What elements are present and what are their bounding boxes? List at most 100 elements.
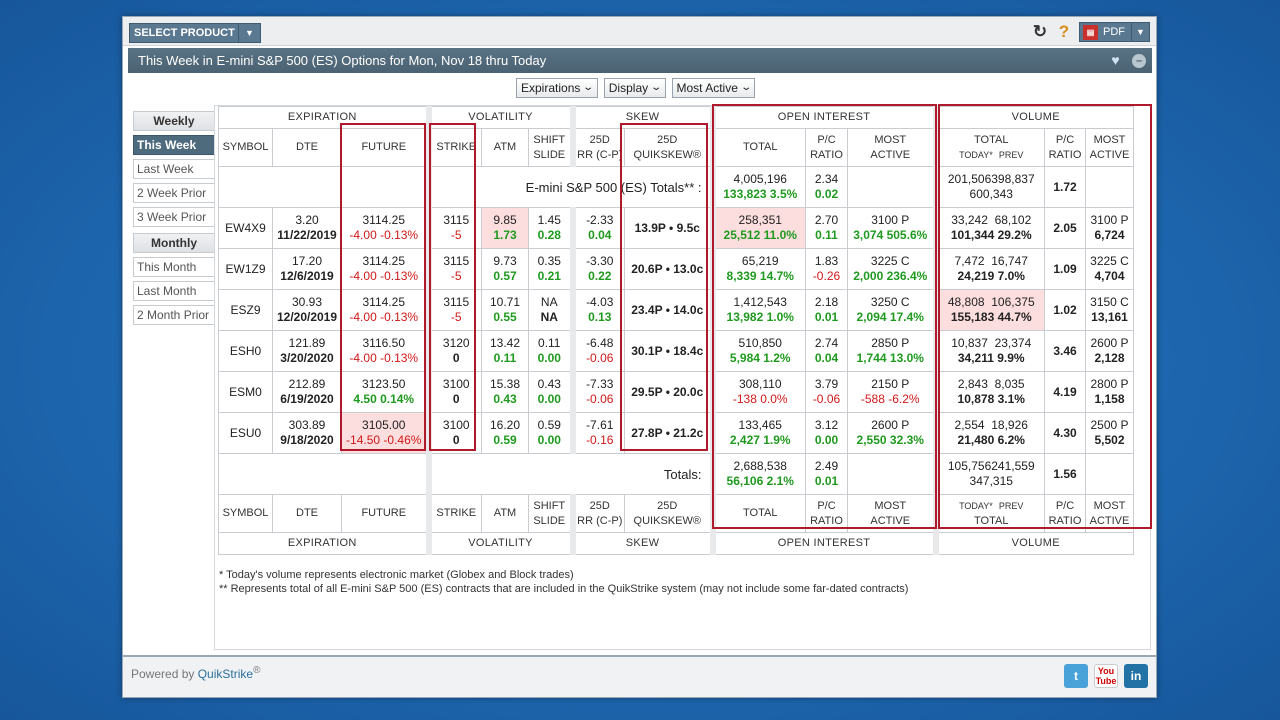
vol-total: 10,878 3.1% xyxy=(957,392,1025,406)
oi-pc-value: 3.12 xyxy=(814,418,839,432)
foot-vma-line1: MOST xyxy=(1093,499,1126,512)
col-oi-total[interactable]: TOTAL xyxy=(709,128,806,167)
cell-oi-most-active: 2850 P 1,744 13.0% xyxy=(847,330,936,372)
oi-pc-change: 0.04 xyxy=(814,351,839,365)
foot-vol-total: TODAY* PREV TOTAL xyxy=(932,494,1045,533)
sidebar-item-last-month[interactable]: Last Month xyxy=(133,281,215,301)
cell-oi-pc: 3.79 -0.06 xyxy=(805,371,848,413)
foot-vol-pc: P/C RATIO xyxy=(1044,494,1086,533)
vol-total: 34,211 9.9% xyxy=(957,351,1025,365)
oi-value: 308,110 xyxy=(739,377,782,391)
col-oi-most-active[interactable]: MOST ACTIVE xyxy=(847,128,936,167)
group-skew: SKEW xyxy=(569,106,713,129)
col-quikskew[interactable]: 25D QUIKSKEW® xyxy=(624,128,713,167)
col-shift-slide[interactable]: SHIFT SLIDE xyxy=(528,128,573,167)
cell-dte: 121.89 3/20/2020 xyxy=(272,330,342,372)
chevron-down-icon[interactable]: ▼ xyxy=(1131,23,1149,41)
cell-vol-most-active: 2600 P 2,128 xyxy=(1085,330,1134,372)
page-title-bar: This Week in E-mini S&P 500 (ES) Options… xyxy=(128,48,1152,73)
rr-change: -0.06 xyxy=(586,351,614,365)
cell-oi-pc: 3.12 0.00 xyxy=(805,412,848,454)
col-vol-pc-ratio[interactable]: P/C RATIO xyxy=(1044,128,1086,167)
foot-rr-line2: RR (C-P) xyxy=(577,514,623,527)
refresh-icon[interactable]: ↻ xyxy=(1032,22,1048,41)
pdf-button[interactable]: ▤ PDF ▼ xyxy=(1079,22,1150,42)
sidebar-item-3-week-prior[interactable]: 3 Week Prior xyxy=(133,207,215,227)
es-oi-change: 133,823 3.5% xyxy=(723,187,798,201)
twitter-icon[interactable]: t xyxy=(1064,664,1088,688)
quikstrike-link[interactable]: QuikStrike xyxy=(197,667,254,681)
col-strike[interactable]: STRIKE xyxy=(425,128,482,167)
help-icon[interactable]: ? xyxy=(1058,22,1070,41)
col-25d-rr[interactable]: 25D RR (C-P) xyxy=(569,128,625,167)
expiration-date: 12/20/2019 xyxy=(276,310,338,324)
oi-change: 8,339 14.7% xyxy=(726,269,794,283)
col-ma-line2: ACTIVE xyxy=(870,148,911,161)
oi-pc-change: -0.26 xyxy=(812,269,841,283)
shift-change: 0.00 xyxy=(537,351,561,365)
col-vol-total[interactable]: TOTAL TODAY* PREV xyxy=(932,128,1045,167)
cell-oi-total: 510,850 5,984 1.2% xyxy=(709,330,806,372)
options-summary-table: EXPIRATION VOLATILITY SKEW OPEN INTEREST… xyxy=(218,106,1134,555)
foot-oi-most-active: MOST ACTIVE xyxy=(847,494,936,533)
vol-today: 2,843 xyxy=(957,377,988,391)
vol-pc-value: 1.02 xyxy=(1053,302,1077,317)
shift-value: NA xyxy=(540,295,558,309)
vol-most-active-count: 2,128 xyxy=(1094,351,1125,365)
totals-oi-pc-value: 2.49 xyxy=(814,459,839,473)
strike-value: 3100 xyxy=(442,418,470,432)
select-product-dropdown[interactable]: SELECT PRODUCT ▼ xyxy=(129,23,261,43)
col-vol-most-active[interactable]: MOST ACTIVE xyxy=(1085,128,1134,167)
cell-vol-pc: 1.02 xyxy=(1044,289,1086,331)
cell-atm: 10.71 0.55 xyxy=(481,289,529,331)
strike-value: 3115 xyxy=(443,254,470,268)
display-dropdown[interactable]: Display ⌄ xyxy=(603,78,666,98)
collapse-icon[interactable]: – xyxy=(1132,53,1146,68)
sidebar-item-2-month-prior[interactable]: 2 Month Prior xyxy=(133,305,215,325)
cell-oi-most-active: 3100 P 3,074 505.6% xyxy=(847,207,936,249)
expiration-date: 9/18/2020 xyxy=(280,433,334,447)
cell-symbol: ESM0 xyxy=(218,371,273,413)
totals-vol-total: 347,315 xyxy=(969,474,1013,488)
cell-vol-pc: 2.05 xyxy=(1044,207,1086,249)
expirations-dropdown[interactable]: Expirations ⌄ xyxy=(516,78,598,98)
col-dte[interactable]: DTE xyxy=(272,128,342,167)
monthly-heading: Monthly xyxy=(133,233,215,253)
vol-today: 10,837 xyxy=(951,336,988,350)
oi-pc-value: 2.18 xyxy=(814,295,839,309)
expiration-date: 11/22/2019 xyxy=(277,228,337,242)
cell-oi-total: 133,465 2,427 1.9% xyxy=(709,412,806,454)
atm-change: 1.73 xyxy=(493,228,517,242)
sidebar-item-this-week[interactable]: This Week xyxy=(133,135,215,155)
rr-change: 0.13 xyxy=(588,310,612,324)
symbol-value: EW1Z9 xyxy=(225,261,266,276)
title-icons: ♥ – xyxy=(1107,52,1146,68)
col-vma-line2: ACTIVE xyxy=(1089,148,1130,161)
atm-value: 9.85 xyxy=(493,213,517,227)
cell-dte: 303.89 9/18/2020 xyxy=(272,412,342,454)
col-atm[interactable]: ATM xyxy=(481,128,529,167)
shift-value: 0.59 xyxy=(537,418,561,432)
dte-value: 121.89 xyxy=(288,336,326,350)
select-product-label: SELECT PRODUCT xyxy=(134,27,235,39)
vol-pc-value: 2.05 xyxy=(1053,220,1077,235)
oi-value: 258,351 xyxy=(738,213,782,227)
cell-25d-rr: -7.61 -0.16 xyxy=(569,412,625,454)
atm-change: 0.59 xyxy=(493,433,517,447)
sidebar-item-last-week[interactable]: Last Week xyxy=(133,159,215,179)
sidebar-item-this-month[interactable]: This Month xyxy=(133,257,215,277)
most-active-dropdown[interactable]: Most Active ⌄ xyxy=(671,78,756,98)
sidebar-item-2-week-prior[interactable]: 2 Week Prior xyxy=(133,183,215,203)
col-future[interactable]: FUTURE xyxy=(341,128,429,167)
twitter-share-icon[interactable]: ♥ xyxy=(1111,52,1120,68)
vol-prev: 18,926 xyxy=(991,418,1028,432)
youtube-icon[interactable]: You Tube xyxy=(1094,664,1118,688)
linkedin-icon[interactable]: in xyxy=(1124,664,1148,688)
foot-vpc-line1: P/C xyxy=(1055,499,1075,512)
col-symbol[interactable]: SYMBOL xyxy=(218,128,273,167)
cell-shift-slide: 0.11 0.00 xyxy=(528,330,573,372)
shift-value: 0.35 xyxy=(537,254,561,268)
col-oi-pc-ratio[interactable]: P/C RATIO xyxy=(805,128,848,167)
es-vol-today: 201,506 xyxy=(947,172,992,186)
col-qs-line1: 25D xyxy=(657,133,678,146)
